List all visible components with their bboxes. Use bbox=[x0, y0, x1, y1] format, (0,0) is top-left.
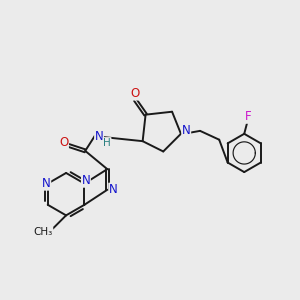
Text: N: N bbox=[42, 177, 51, 190]
Text: N: N bbox=[95, 130, 103, 143]
Text: N: N bbox=[109, 183, 118, 196]
Text: O: O bbox=[131, 87, 140, 100]
Text: N: N bbox=[82, 174, 90, 187]
Text: F: F bbox=[245, 110, 252, 123]
Text: O: O bbox=[59, 136, 68, 149]
Text: CH₃: CH₃ bbox=[34, 227, 53, 237]
Text: N: N bbox=[182, 124, 190, 137]
Text: H: H bbox=[103, 138, 111, 148]
